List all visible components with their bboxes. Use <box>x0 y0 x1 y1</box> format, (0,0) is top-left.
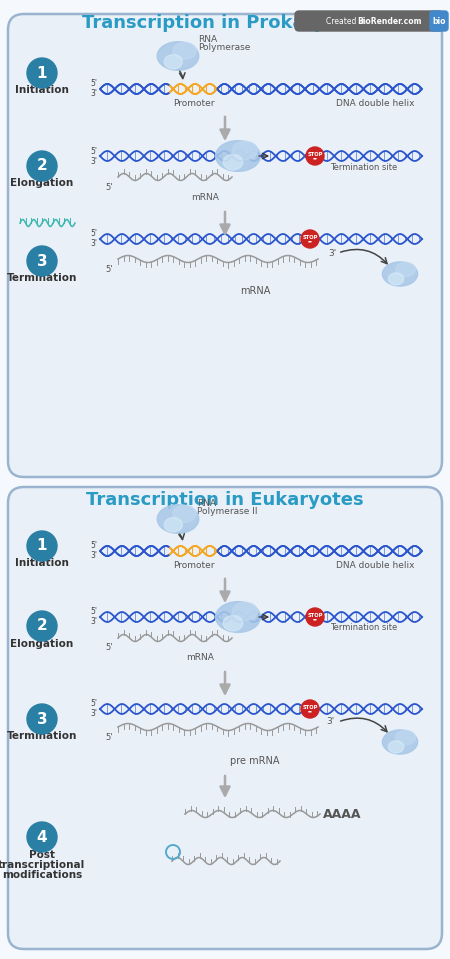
Circle shape <box>306 608 324 626</box>
Text: STOP: STOP <box>302 235 318 240</box>
Text: Termination site: Termination site <box>330 623 397 633</box>
Ellipse shape <box>216 141 261 172</box>
Text: STOP: STOP <box>307 152 323 157</box>
Text: RNA: RNA <box>197 499 216 507</box>
Circle shape <box>27 611 57 641</box>
Text: DNA double helix: DNA double helix <box>336 99 414 107</box>
Text: Elongation: Elongation <box>10 639 74 649</box>
Text: Post: Post <box>29 850 55 860</box>
Circle shape <box>306 147 324 165</box>
Ellipse shape <box>232 602 257 620</box>
Text: ▬: ▬ <box>308 710 312 713</box>
Text: Termination: Termination <box>7 731 77 741</box>
Text: mRNA: mRNA <box>240 286 270 296</box>
Ellipse shape <box>164 518 182 532</box>
Ellipse shape <box>223 616 243 631</box>
Text: Elongation: Elongation <box>10 178 74 188</box>
Text: 5': 5' <box>90 542 97 550</box>
Text: 2: 2 <box>36 619 47 634</box>
Text: Promoter: Promoter <box>173 99 215 107</box>
Text: pre mRNA: pre mRNA <box>230 756 280 766</box>
Text: 1: 1 <box>37 65 47 81</box>
Circle shape <box>27 531 57 561</box>
Text: bio: bio <box>432 16 446 26</box>
Circle shape <box>301 700 319 718</box>
Text: STOP: STOP <box>302 705 318 710</box>
Text: 3': 3' <box>90 551 97 560</box>
Text: Promoter: Promoter <box>173 560 215 570</box>
Circle shape <box>27 58 57 88</box>
Text: STOP: STOP <box>307 613 323 618</box>
Text: 3': 3' <box>90 710 97 718</box>
Text: 4: 4 <box>37 830 47 845</box>
Ellipse shape <box>396 263 415 277</box>
Circle shape <box>27 822 57 852</box>
Text: 1: 1 <box>37 539 47 553</box>
Text: BioRender.com: BioRender.com <box>358 16 422 26</box>
Text: 5': 5' <box>105 733 113 741</box>
Text: 3': 3' <box>90 240 97 248</box>
Text: mRNA: mRNA <box>186 653 214 663</box>
Text: 5': 5' <box>90 229 97 239</box>
Text: 5': 5' <box>90 607 97 617</box>
Text: modifications: modifications <box>2 870 82 880</box>
Text: Transcription in Prokaryotes: Transcription in Prokaryotes <box>81 14 369 32</box>
Ellipse shape <box>157 41 199 70</box>
Text: 5': 5' <box>90 80 97 88</box>
Ellipse shape <box>173 42 196 59</box>
Text: 5': 5' <box>105 182 113 192</box>
Ellipse shape <box>164 55 182 69</box>
Circle shape <box>27 704 57 734</box>
Text: 3': 3' <box>90 156 97 166</box>
Text: Termination: Termination <box>7 273 77 283</box>
Ellipse shape <box>388 740 404 753</box>
Text: transcriptional: transcriptional <box>0 860 86 870</box>
Ellipse shape <box>388 272 404 285</box>
Text: 5': 5' <box>105 265 113 273</box>
Text: 5': 5' <box>90 147 97 155</box>
Text: 3': 3' <box>90 618 97 626</box>
FancyBboxPatch shape <box>8 487 442 949</box>
Text: 3': 3' <box>326 717 334 727</box>
Text: 5': 5' <box>105 643 113 652</box>
Text: mRNA: mRNA <box>191 193 219 201</box>
Ellipse shape <box>382 730 418 754</box>
Text: 3': 3' <box>328 248 336 258</box>
Ellipse shape <box>157 504 199 533</box>
Text: Polymerase II: Polymerase II <box>197 507 257 517</box>
Circle shape <box>301 230 319 248</box>
Text: ▬: ▬ <box>313 156 317 160</box>
Text: 5': 5' <box>90 699 97 709</box>
Ellipse shape <box>396 731 415 745</box>
Text: 3': 3' <box>90 89 97 99</box>
Text: DNA double helix: DNA double helix <box>336 560 414 570</box>
Text: Transcription in Eukaryotes: Transcription in Eukaryotes <box>86 491 364 509</box>
Circle shape <box>27 151 57 181</box>
Text: Initiation: Initiation <box>15 85 69 95</box>
FancyBboxPatch shape <box>8 14 442 477</box>
Text: Termination site: Termination site <box>330 162 397 172</box>
Text: 3: 3 <box>37 253 47 269</box>
Text: ▬: ▬ <box>308 240 312 244</box>
Ellipse shape <box>173 505 196 523</box>
FancyBboxPatch shape <box>295 11 443 31</box>
Text: RNA: RNA <box>198 35 217 43</box>
Text: AAAA: AAAA <box>323 807 361 821</box>
Text: ▬: ▬ <box>313 618 317 621</box>
Ellipse shape <box>382 262 418 286</box>
Text: Polymerase: Polymerase <box>198 42 250 52</box>
Circle shape <box>27 246 57 276</box>
Text: Initiation: Initiation <box>15 558 69 568</box>
Text: Created in: Created in <box>326 16 366 26</box>
Ellipse shape <box>232 141 257 159</box>
Text: 3: 3 <box>37 712 47 727</box>
Text: 2: 2 <box>36 158 47 174</box>
Ellipse shape <box>216 601 261 632</box>
Ellipse shape <box>223 154 243 170</box>
FancyBboxPatch shape <box>430 11 448 31</box>
